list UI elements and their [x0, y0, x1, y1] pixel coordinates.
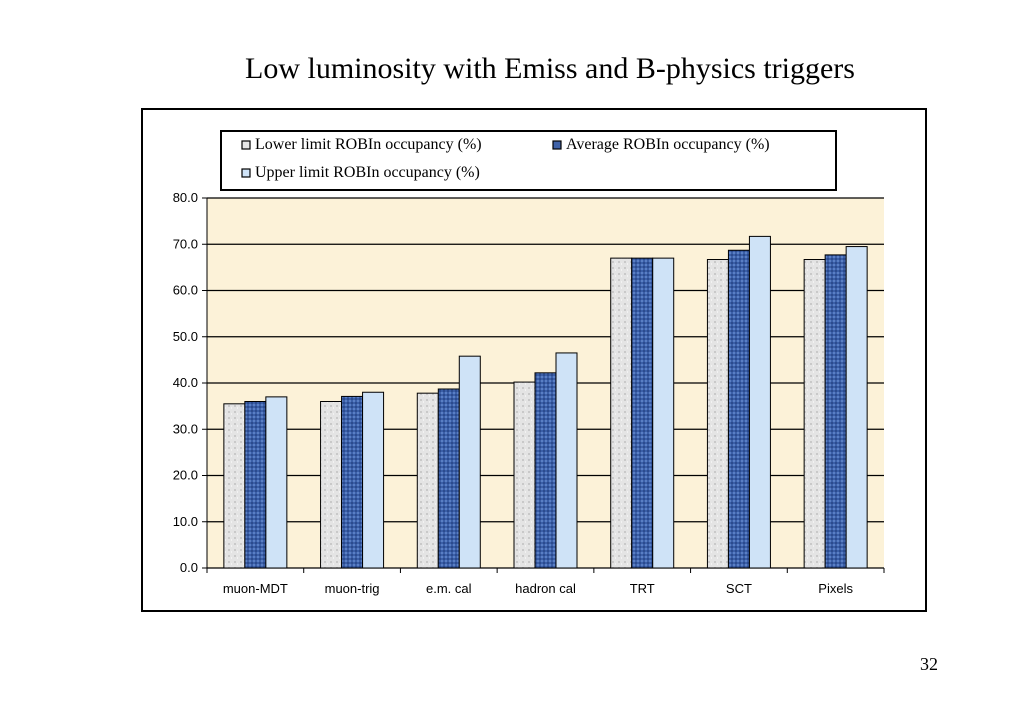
- bar: [631, 257, 654, 569]
- y-tick-label: 10.0: [173, 514, 198, 529]
- slide-title: Low luminosity with Emiss and B-physics …: [245, 52, 855, 85]
- legend-swatch: [552, 140, 562, 150]
- bar: [748, 235, 771, 569]
- x-tick-label: e.m. cal: [426, 581, 472, 596]
- bar: [555, 352, 578, 569]
- y-tick-label: 20.0: [173, 468, 198, 483]
- bar: [223, 403, 246, 569]
- legend-swatch: [241, 168, 251, 178]
- bar: [341, 395, 364, 569]
- y-tick-label: 30.0: [173, 421, 198, 436]
- bar: [803, 259, 826, 569]
- bar: [534, 372, 557, 569]
- y-tick-label: 0.0: [180, 560, 198, 575]
- bar: [362, 391, 385, 569]
- bar: [652, 257, 675, 569]
- bar: [437, 388, 460, 569]
- bar: [244, 401, 267, 569]
- legend: Lower limit ROBIn occupancy (%) Average R…: [220, 130, 837, 191]
- x-tick-label: hadron cal: [515, 581, 576, 596]
- bar-chart: 0.0 10.0 20.0 30.0 40.0 50.0 60.0 70.0 80.0 muon-…: [173, 130, 885, 596]
- legend-label: Average ROBIn occupancy (%): [566, 136, 770, 153]
- bar: [706, 259, 729, 569]
- legend-label: Upper limit ROBIn occupancy (%): [255, 164, 480, 181]
- page-number: 32: [920, 654, 938, 674]
- y-tick-label: 40.0: [173, 375, 198, 390]
- bar: [458, 355, 481, 569]
- x-tick-label: SCT: [726, 581, 752, 596]
- chart-frame: 0.0 10.0 20.0 30.0 40.0 50.0 60.0 70.0 80.0 muon-…: [141, 108, 927, 612]
- legend-box: [220, 130, 837, 191]
- x-tick-label: muon-MDT: [223, 581, 288, 596]
- bar: [416, 392, 439, 569]
- x-tick-label: TRT: [630, 581, 655, 596]
- bar: [265, 396, 288, 569]
- y-tick-label: 70.0: [173, 236, 198, 251]
- legend-label: Lower limit ROBIn occupancy (%): [255, 136, 482, 153]
- bar: [513, 381, 536, 569]
- y-tick-label: 60.0: [173, 283, 198, 298]
- y-tick-label: 50.0: [173, 329, 198, 344]
- legend-swatch: [241, 140, 251, 150]
- bar: [845, 246, 868, 569]
- bar: [320, 401, 343, 569]
- y-tick-label: 80.0: [173, 190, 198, 205]
- bar: [824, 254, 847, 569]
- x-tick-label: Pixels: [818, 581, 853, 596]
- bar: [610, 257, 633, 569]
- bar: [727, 249, 750, 569]
- x-tick-label: muon-trig: [325, 581, 380, 596]
